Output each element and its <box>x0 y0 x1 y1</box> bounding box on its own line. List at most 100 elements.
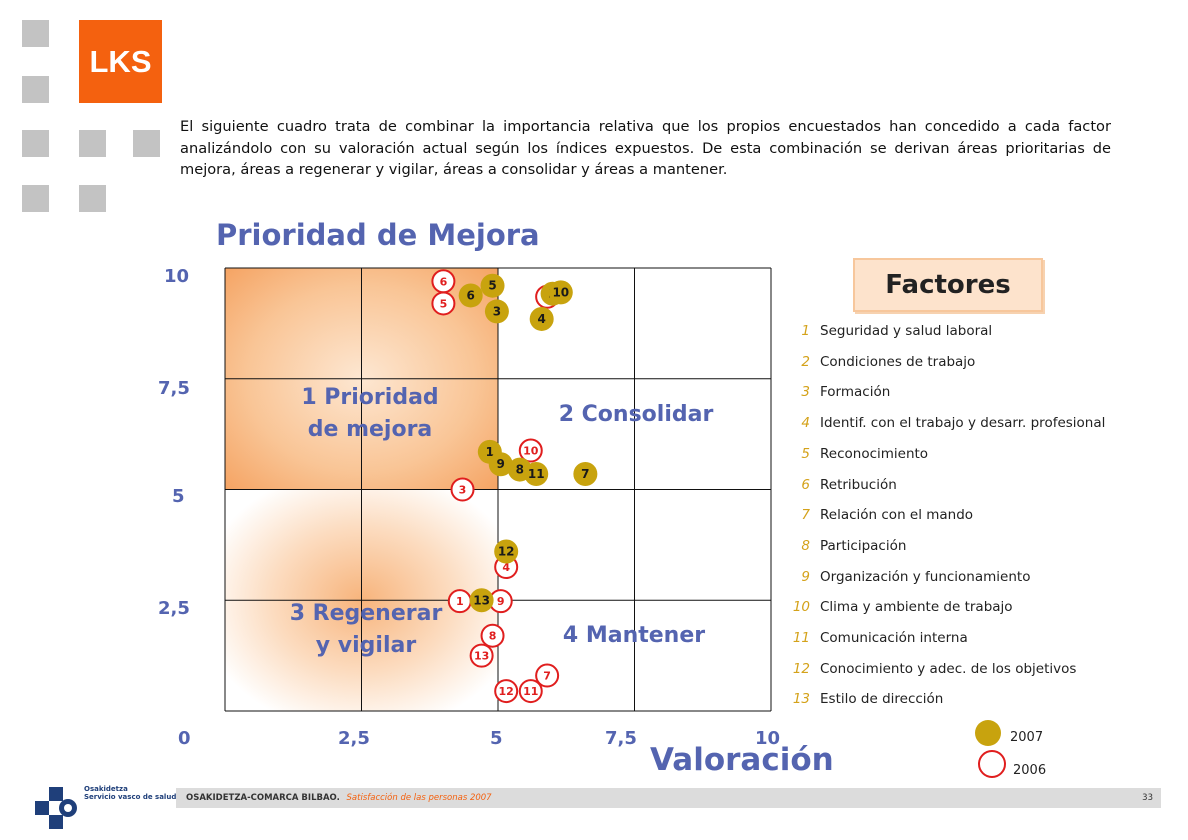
point-2007-label: 4 <box>538 312 546 326</box>
x-axis-title: Valoración <box>650 742 834 778</box>
point-2006-label: 3 <box>459 484 467 497</box>
factor-label: Identif. con el trabajo y desarr. profes… <box>820 415 1106 432</box>
point-2007-marker <box>573 461 598 486</box>
x-tick-label: 0 <box>178 728 191 749</box>
point-2007-label: 10 <box>552 285 569 299</box>
factor-item: 7 Relación con el mando <box>780 507 1160 527</box>
point-2007-marker <box>469 588 494 613</box>
point-2007-marker <box>548 280 573 305</box>
factor-item: 5 Reconocimiento <box>780 446 1160 466</box>
point-2006-label: 9 <box>497 595 505 608</box>
quadrant-label: de mejora <box>308 417 433 442</box>
factor-label: Clima y ambiente de trabajo <box>820 599 1013 616</box>
point-2007-label: 8 <box>516 463 524 477</box>
factor-label: Comunicación interna <box>820 630 968 646</box>
factor-label: Participación <box>820 537 907 554</box>
point-2007-label: 13 <box>473 593 490 607</box>
point-2006-label: 5 <box>440 297 448 310</box>
point-2007-marker <box>494 539 519 564</box>
x-tick-label: 10 <box>755 728 781 749</box>
quadrant-label: 4 Mantener <box>563 623 705 648</box>
point-2007-label: 3 <box>493 304 501 318</box>
y-tick-label: 2,5 <box>158 598 190 619</box>
factor-number: 3 <box>801 384 810 401</box>
factor-number: 5 <box>801 445 810 462</box>
factor-item: 3 Formación <box>780 384 1160 404</box>
factor-item: 1 Seguridad y salud laboral <box>780 323 1160 343</box>
x-tick-label: 5 <box>490 728 503 749</box>
factor-item: 12 Conocimiento y adec. de los objetivos <box>780 661 1160 681</box>
intro-paragraph: El siguiente cuadro trata de combinar la… <box>180 118 1111 178</box>
y-tick-label: 7,5 <box>158 378 190 399</box>
lks-logo: LKS <box>79 20 162 103</box>
factor-item: 2 Condiciones de trabajo <box>780 354 1160 374</box>
point-2006-label: 4 <box>502 561 510 574</box>
factor-item: 10 Clima y ambiente de trabajo <box>780 599 1160 619</box>
factor-number: 6 <box>801 476 810 493</box>
factor-number: 7 <box>801 507 810 524</box>
quadrant-label: 1 Prioridad <box>301 385 438 410</box>
factor-item: 9 Organización y funcionamiento <box>780 569 1160 589</box>
factor-label: Estilo de dirección <box>820 691 944 708</box>
factor-number: 4 <box>801 415 810 432</box>
factor-number: 13 <box>792 691 810 708</box>
factor-item: 6 Retribución <box>780 477 1160 497</box>
point-2006-label: 13 <box>474 650 489 663</box>
factor-number: 8 <box>801 537 810 554</box>
factor-number: 1 <box>801 323 810 339</box>
point-2006-marker <box>518 438 543 463</box>
factor-item: 4 Identif. con el trabajo y desarr. profe… <box>780 415 1160 435</box>
factor-label: Condiciones de trabajo <box>820 353 976 370</box>
decor-square <box>22 20 49 47</box>
chart-title: Prioridad de Mejora <box>216 218 540 252</box>
point-2006-label: 10 <box>523 445 539 458</box>
point-2006-label: 12 <box>499 685 514 698</box>
legend-2006-marker <box>978 750 1006 778</box>
point-2007-marker <box>458 283 483 308</box>
factor-label: Formación <box>820 384 891 401</box>
osakidetza-logo-icon <box>35 787 77 829</box>
point-2006-label: 11 <box>523 685 538 698</box>
point-2006-label: 7 <box>543 670 551 683</box>
factor-label: Organización y funcionamiento <box>820 568 1031 585</box>
point-2006-marker <box>480 623 505 648</box>
factor-label: Conocimiento y adec. de los objetivos <box>820 660 1077 677</box>
point-2007-marker <box>529 306 554 331</box>
point-2007-label: 6 <box>467 288 475 302</box>
factor-number: 12 <box>792 660 810 677</box>
osakidetza-brand: Osakidetza Servicio vasco de salud <box>84 785 176 801</box>
point-2007-marker <box>480 273 505 298</box>
factor-number: 10 <box>792 599 810 616</box>
factor-number: 11 <box>792 630 810 646</box>
quadrant-label: 2 Consolidar <box>559 402 714 427</box>
quadrant-label: 3 Regenerar <box>290 601 443 626</box>
page-number: 33 <box>1142 793 1153 803</box>
footer-bar: OSAKIDETZA-COMARCA BILBAO. Satisfacción … <box>176 788 1161 808</box>
point-2006-marker <box>469 643 494 668</box>
decor-square <box>22 130 49 157</box>
point-2007-label: 1 <box>486 445 494 459</box>
point-2006-marker <box>518 679 543 704</box>
footer-org: OSAKIDETZA-COMARCA BILBAO. <box>186 793 340 803</box>
point-2007-marker <box>524 461 549 486</box>
factor-item: 11 Comunicación interna <box>780 630 1160 650</box>
legend-2007-label: 2007 <box>1010 730 1044 745</box>
point-2006-marker <box>494 679 519 704</box>
legend-2006-label: 2006 <box>1013 763 1047 778</box>
factor-label: Seguridad y salud laboral <box>820 323 993 339</box>
legend-2007-marker <box>975 720 1001 746</box>
point-2007-label: 7 <box>581 467 589 481</box>
factor-label: Retribución <box>820 476 897 493</box>
brand-line: Servicio vasco de salud <box>84 793 177 801</box>
x-tick-label: 2,5 <box>338 728 370 749</box>
y-tick-label: 10 <box>164 266 190 287</box>
decor-square <box>79 185 106 212</box>
decor-square <box>22 76 49 103</box>
factor-label: Relación con el mando <box>820 507 974 524</box>
point-2007-label: 12 <box>498 545 515 559</box>
point-2006-label: 1 <box>456 595 464 608</box>
point-2007-marker <box>484 299 509 324</box>
y-tick-label: 5 <box>172 486 185 507</box>
factor-number: 2 <box>801 353 810 370</box>
